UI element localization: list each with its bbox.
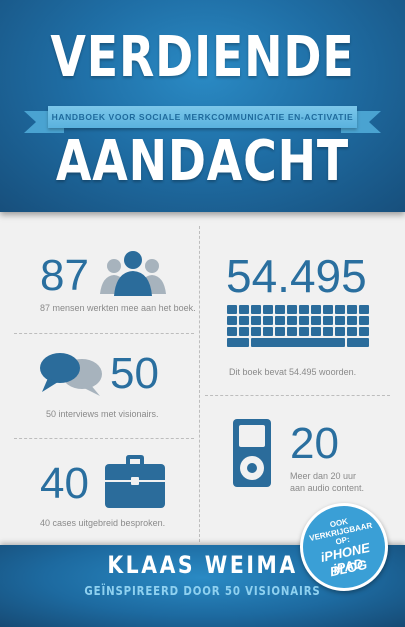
interviews-caption: 50 interviews met visionairs. <box>46 409 159 419</box>
cases-number: 40 <box>40 459 89 508</box>
cover-header: VERDIENDE HANDBOEK VOOR SOCIALE MERKCOMM… <box>0 0 405 212</box>
title-line-1: VERDIENDE <box>50 25 355 90</box>
words-caption: Dit boek bevat 54.495 woorden. <box>229 367 357 377</box>
words-number: 54.495 <box>226 250 367 302</box>
stats-panel: 87 87 mensen werkten mee aan het boek. 5… <box>0 212 405 542</box>
audio-caption-line-2: aan audio content. <box>290 483 365 493</box>
contributors-number: 87 <box>40 251 89 300</box>
title-line-2: AANDACHT <box>55 129 350 194</box>
speech-bubbles-icon <box>40 353 102 396</box>
ipod-icon <box>233 419 271 487</box>
divider-left-2 <box>14 438 194 439</box>
audio-number: 20 <box>290 419 339 468</box>
author-name: KLAAS WEIMA <box>107 551 298 579</box>
people-icon <box>100 251 166 296</box>
subtitle: HANDBOEK VOOR SOCIALE MERKCOMMUNICATIE E… <box>48 106 357 128</box>
interviews-number: 50 <box>110 349 159 398</box>
briefcase-icon <box>105 455 165 508</box>
keyboard-icon <box>227 305 369 347</box>
divider-left-1 <box>14 333 194 334</box>
contributors-caption: 87 mensen werkten mee aan het boek. <box>40 303 196 313</box>
tagline: GEÏNSPIREERD DOOR 50 VISIONAIRS <box>84 584 321 598</box>
vertical-divider <box>199 226 200 542</box>
subtitle-ribbon: HANDBOEK VOOR SOCIALE MERKCOMMUNICATIE E… <box>24 106 375 134</box>
divider-right-1 <box>205 395 390 396</box>
cases-caption: 40 cases uitgebreid besproken. <box>40 518 166 528</box>
audio-caption-line-1: Meer dan 20 uur <box>290 471 357 481</box>
